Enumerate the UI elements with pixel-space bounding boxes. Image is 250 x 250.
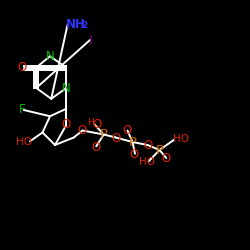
Text: 2: 2 [81,22,87,30]
Text: HO: HO [174,134,190,144]
Text: P: P [100,128,108,141]
Text: O: O [78,124,87,137]
Text: O: O [161,152,170,166]
Text: O: O [18,61,27,74]
Text: P: P [156,144,164,156]
Text: N: N [62,82,71,94]
Text: O: O [91,141,101,154]
Text: P: P [128,136,136,148]
Text: O: O [129,148,138,162]
Text: HO: HO [16,137,32,147]
Text: H: H [87,118,94,127]
Text: O: O [122,124,132,136]
Text: I: I [89,34,92,46]
Text: F: F [19,103,25,116]
Text: O: O [111,132,120,145]
Text: O: O [62,118,71,132]
Text: HO: HO [140,157,156,167]
Text: NH: NH [66,18,86,32]
Text: O: O [92,118,102,132]
Text: N: N [46,50,54,62]
Text: O: O [143,139,152,152]
